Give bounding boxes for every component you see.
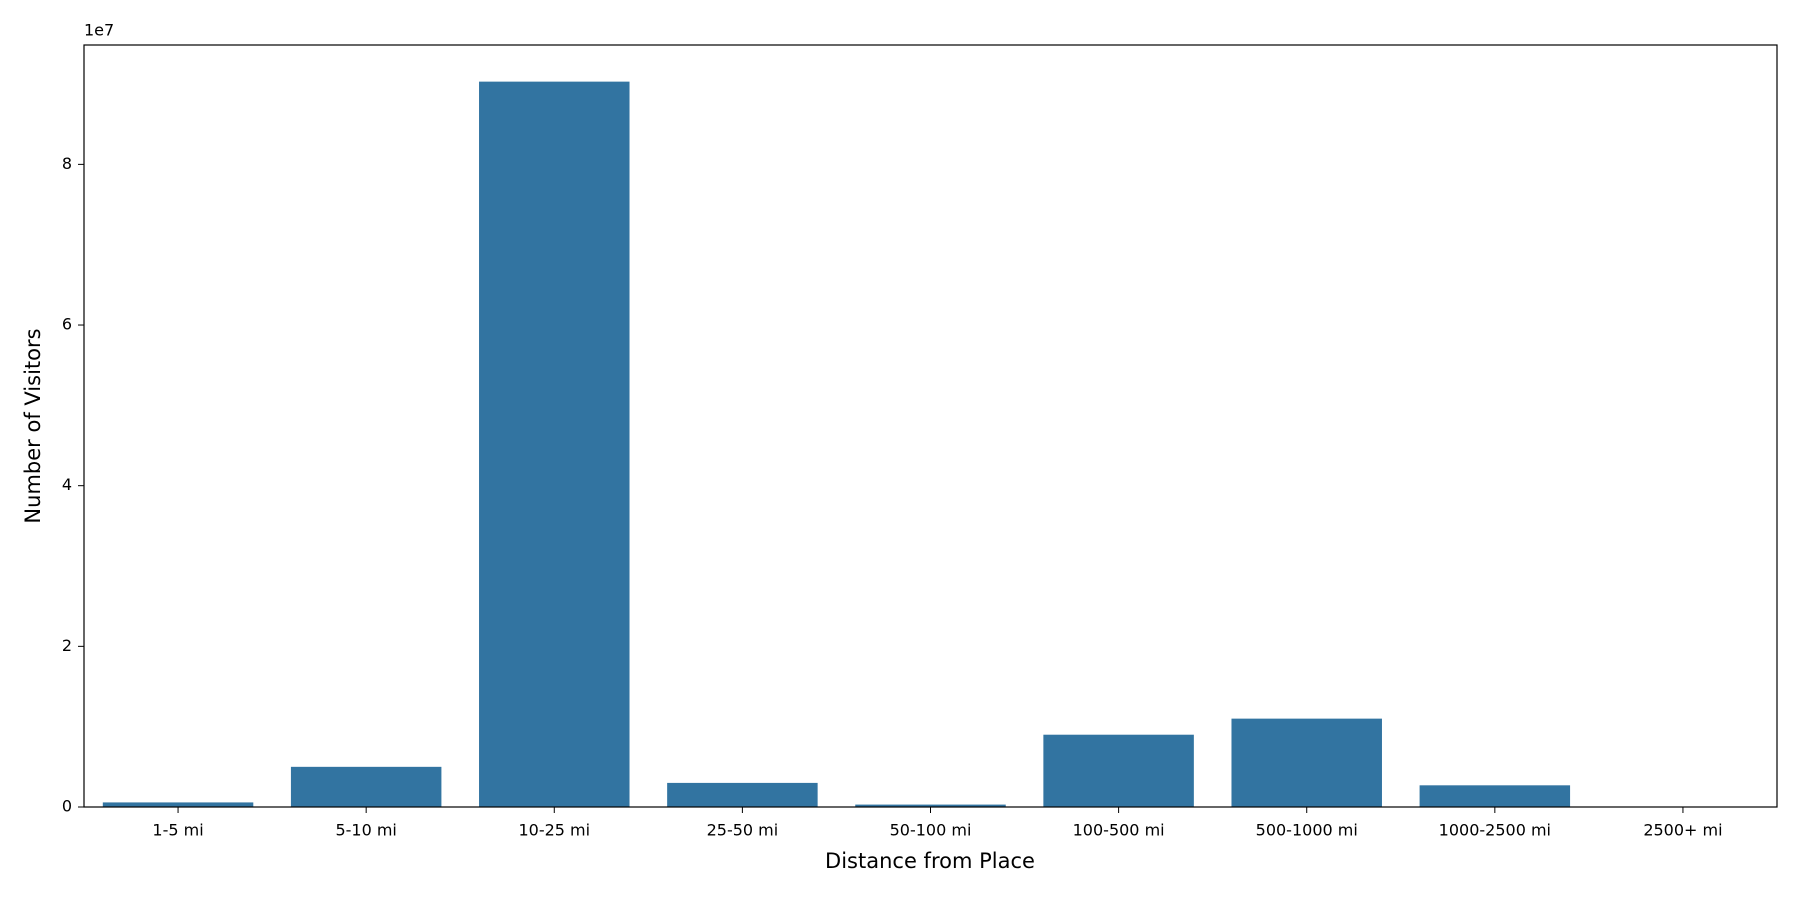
x-tick-label: 5-10 mi bbox=[335, 821, 396, 840]
x-axis-label: Distance from Place bbox=[825, 849, 1035, 873]
x-tick-label: 10-25 mi bbox=[518, 821, 590, 840]
x-tick-label: 100-500 mi bbox=[1073, 821, 1165, 840]
bar bbox=[479, 81, 630, 807]
y-tick-label: 8 bbox=[62, 154, 72, 173]
x-tick-label: 25-50 mi bbox=[707, 821, 779, 840]
bar bbox=[102, 802, 254, 807]
y-offset-text: 1e7 bbox=[84, 21, 114, 40]
plot-frame bbox=[83, 44, 1778, 808]
bar bbox=[1419, 785, 1571, 807]
x-tick-label: 2500+ mi bbox=[1643, 821, 1722, 840]
x-tick-label: 500-1000 mi bbox=[1256, 821, 1358, 840]
bar bbox=[855, 804, 1006, 807]
bar bbox=[667, 782, 818, 807]
bar bbox=[1231, 718, 1382, 807]
bar bbox=[290, 766, 442, 807]
y-tick-label: 0 bbox=[62, 797, 72, 816]
y-axis-label: Number of Visitors bbox=[21, 328, 45, 523]
y-tick-label: 2 bbox=[62, 636, 72, 655]
x-tick-label: 1-5 mi bbox=[152, 821, 203, 840]
bar bbox=[1043, 734, 1194, 807]
y-tick-label: 4 bbox=[62, 475, 72, 494]
y-tick-label: 6 bbox=[62, 315, 72, 334]
x-tick-label: 1000-2500 mi bbox=[1439, 821, 1551, 840]
x-tick-label: 50-100 mi bbox=[890, 821, 972, 840]
